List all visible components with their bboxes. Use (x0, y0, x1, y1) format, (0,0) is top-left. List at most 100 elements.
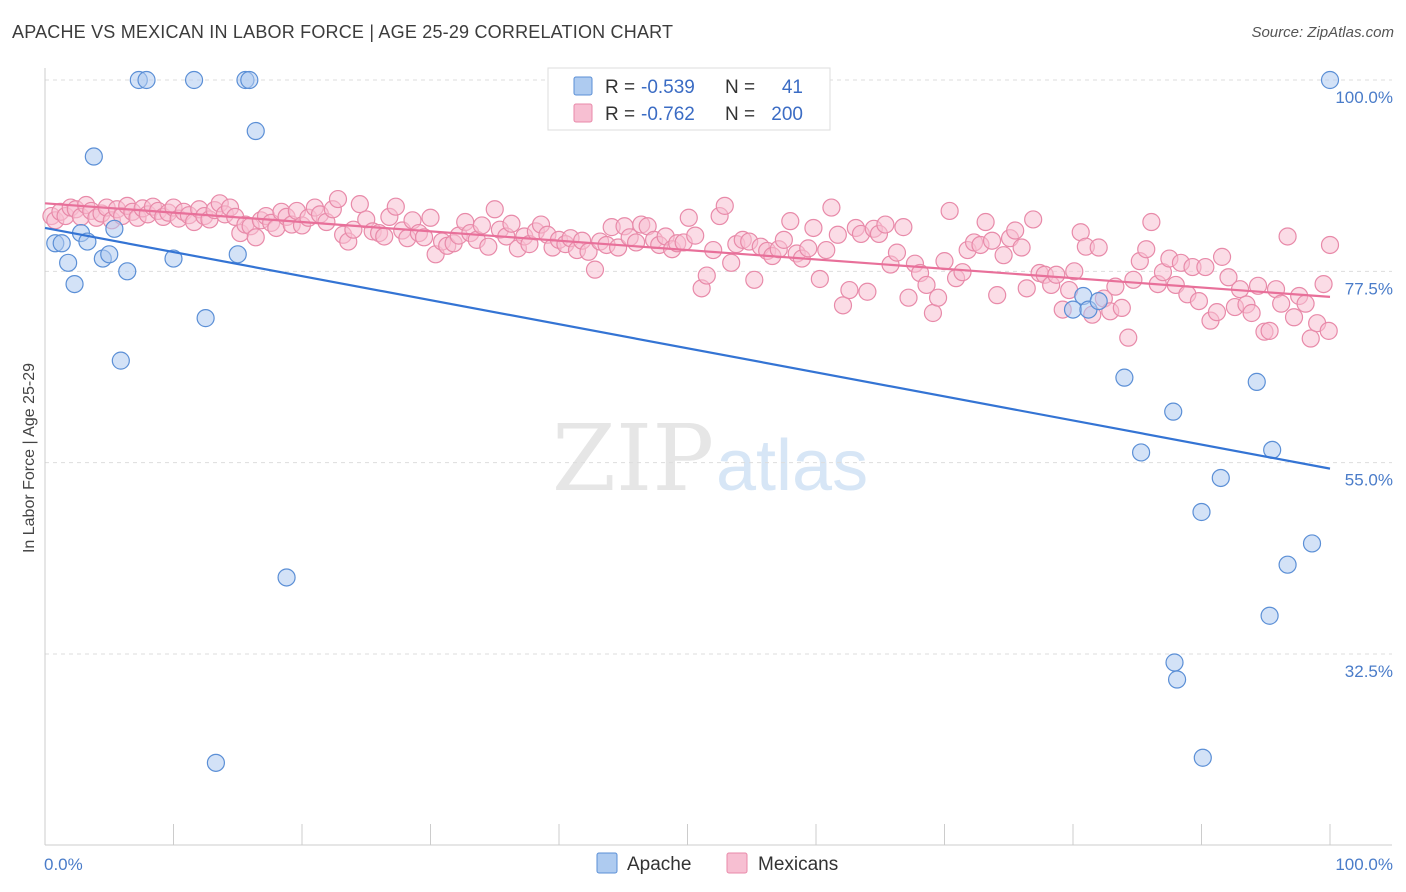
mexicans-point (1196, 257, 1215, 277)
mexicans-point (1012, 238, 1031, 257)
mexicans-point (1112, 298, 1131, 317)
mexicans-point (1124, 270, 1143, 289)
mexicans-point (1219, 268, 1238, 287)
mexicans-point (1242, 303, 1261, 323)
mexicans-point (1278, 227, 1297, 246)
apache-points (46, 70, 1340, 772)
mexicans-point (421, 208, 440, 227)
mexicans-point (697, 266, 716, 285)
apache-point (111, 351, 130, 370)
mexicans-point (840, 280, 859, 300)
apache-point (100, 245, 119, 264)
gridlines (45, 79, 1392, 655)
mexicans-point (1024, 210, 1043, 229)
apache-point (1192, 502, 1211, 522)
trend-lines (44, 202, 1331, 470)
apache-point (65, 274, 84, 294)
mexicans-point (1284, 308, 1304, 327)
mexicans-point (350, 195, 369, 214)
legend-swatch-mexicans (573, 103, 593, 123)
apache-point (1089, 291, 1108, 311)
mexicans-point (804, 218, 823, 238)
x-tick-label-max: 100.0% (1335, 855, 1393, 874)
apache-point (59, 253, 78, 272)
mexicans-point (799, 239, 818, 258)
y-tick-label: 32.5% (1345, 662, 1393, 681)
source-credit: Source: ZipAtlas.com (1251, 24, 1394, 41)
legend-r-label-apache: R = (605, 77, 635, 98)
mexicans-point (375, 227, 394, 246)
mexicans-point (1006, 221, 1025, 240)
series-legend: Apache Mexicans (596, 852, 838, 875)
mexicans-point (246, 228, 265, 247)
watermark-zip: ZIP (552, 405, 714, 512)
mexicans-point (722, 253, 741, 272)
chart-title: APACHE VS MEXICAN IN LABOR FORCE | AGE 2… (12, 22, 674, 42)
apache-point (246, 121, 265, 141)
mexicans-point (1189, 291, 1209, 311)
apache-point (1302, 534, 1322, 553)
legend-n-label-apache: N = (725, 77, 755, 98)
apache-point (1115, 368, 1134, 387)
legend-r-label-mexicans: R = (605, 104, 635, 125)
mexicans-point (1212, 247, 1232, 266)
mexicans-point (858, 282, 877, 301)
apache-point (1193, 748, 1212, 767)
mexicans-point (917, 275, 936, 295)
mexicans-point (953, 263, 972, 282)
mexicans-point (982, 231, 1002, 250)
mexicans-point (1314, 274, 1333, 294)
mexicans-point (1137, 240, 1156, 259)
apache-point (1278, 555, 1297, 574)
mexicans-point (781, 212, 800, 231)
y-axis-label: In Labor Force | Age 25-29 (21, 363, 38, 553)
apache-point (1260, 606, 1279, 625)
legend-n-label-mexicans: N = (725, 104, 755, 125)
mexicans-point (828, 225, 847, 244)
apache-point (206, 753, 226, 772)
mexicans-point (609, 238, 628, 257)
apache-point (240, 70, 259, 90)
stats-legend: R = -0.539 N = 41 R = -0.762 N = 200 (547, 67, 831, 131)
legend-n-value-mexicans: 200 (771, 104, 803, 125)
mexicans-trend-line (44, 202, 1331, 298)
apache-point (1164, 402, 1183, 421)
apache-point (184, 70, 204, 90)
mexicans-point (887, 243, 907, 262)
apache-point (1165, 653, 1184, 672)
mexicans-point (745, 270, 764, 289)
mexicans-point (1301, 329, 1320, 348)
mexicans-point (1319, 321, 1338, 340)
apache-point (196, 309, 215, 328)
mexicans-point (894, 218, 913, 237)
apache-point (1247, 372, 1266, 391)
mexicans-point (328, 189, 348, 209)
apache-point (118, 262, 137, 281)
apache-point (1320, 70, 1340, 90)
mexicans-point (715, 196, 734, 215)
mexicans-point (1320, 235, 1340, 255)
mexicans-point (1047, 265, 1066, 284)
watermark-atlas: atlas (716, 426, 868, 506)
mexicans-point (1142, 212, 1161, 232)
mexicans-point (988, 286, 1007, 305)
bottom-legend-swatch-apache (596, 852, 618, 874)
x-tick-label-min: 0.0% (44, 855, 83, 874)
mexicans-point (1296, 294, 1315, 313)
mexicans-point (1119, 328, 1138, 347)
mexicans-point (994, 246, 1013, 265)
mexicans-point (1065, 262, 1084, 281)
mexicans-point (774, 230, 793, 249)
mexicans-point (686, 226, 705, 245)
bottom-legend-label-mexicans: Mexicans (758, 854, 838, 875)
mexicans-point (479, 237, 498, 256)
mexicans-point (928, 288, 948, 307)
apache-point (1167, 670, 1187, 689)
apache-point (84, 147, 103, 166)
mexicans-point (1272, 294, 1291, 313)
mexicans-point (1089, 238, 1108, 257)
axes: 32.5% 55.0% 77.5% 100.0% 0.0% 100.0% (44, 68, 1393, 874)
mexicans-point (810, 269, 829, 289)
mexicans-point (833, 296, 853, 315)
